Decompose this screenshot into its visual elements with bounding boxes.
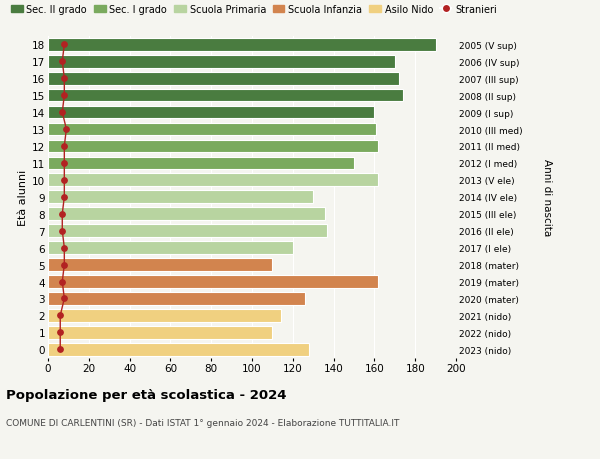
Bar	[48, 242, 293, 254]
Bar	[48, 39, 436, 51]
Point	[59, 261, 69, 269]
Text: COMUNE DI CARLENTINI (SR) - Dati ISTAT 1° gennaio 2024 - Elaborazione TUTTITALIA: COMUNE DI CARLENTINI (SR) - Dati ISTAT 1…	[6, 418, 400, 427]
Bar	[48, 208, 325, 221]
Point	[59, 160, 69, 167]
Point	[58, 278, 67, 285]
Bar	[48, 343, 309, 356]
Bar	[48, 140, 379, 153]
Point	[59, 75, 69, 83]
Point	[58, 109, 67, 117]
Point	[58, 58, 67, 66]
Bar	[48, 292, 305, 305]
Bar	[48, 174, 379, 187]
Point	[59, 295, 69, 302]
Point	[59, 194, 69, 201]
Point	[58, 228, 67, 235]
Point	[59, 41, 69, 49]
Y-axis label: Età alunni: Età alunni	[18, 169, 28, 225]
Bar	[48, 73, 399, 85]
Point	[59, 177, 69, 184]
Point	[59, 143, 69, 150]
Point	[55, 329, 65, 336]
Bar	[48, 123, 376, 136]
Text: Popolazione per età scolastica - 2024: Popolazione per età scolastica - 2024	[6, 388, 287, 401]
Bar	[48, 275, 379, 288]
Point	[55, 312, 65, 319]
Point	[58, 211, 67, 218]
Bar	[48, 157, 354, 170]
Bar	[48, 309, 281, 322]
Bar	[48, 259, 272, 271]
Bar	[48, 191, 313, 204]
Bar	[48, 326, 272, 339]
Point	[55, 346, 65, 353]
Bar	[48, 56, 395, 68]
Bar	[48, 106, 374, 119]
Point	[59, 245, 69, 252]
Point	[62, 126, 71, 134]
Point	[59, 92, 69, 100]
Bar	[48, 90, 403, 102]
Bar	[48, 225, 328, 237]
Legend: Sec. II grado, Sec. I grado, Scuola Primaria, Scuola Infanzia, Asilo Nido, Stran: Sec. II grado, Sec. I grado, Scuola Prim…	[11, 5, 497, 15]
Y-axis label: Anni di nascita: Anni di nascita	[542, 159, 552, 236]
